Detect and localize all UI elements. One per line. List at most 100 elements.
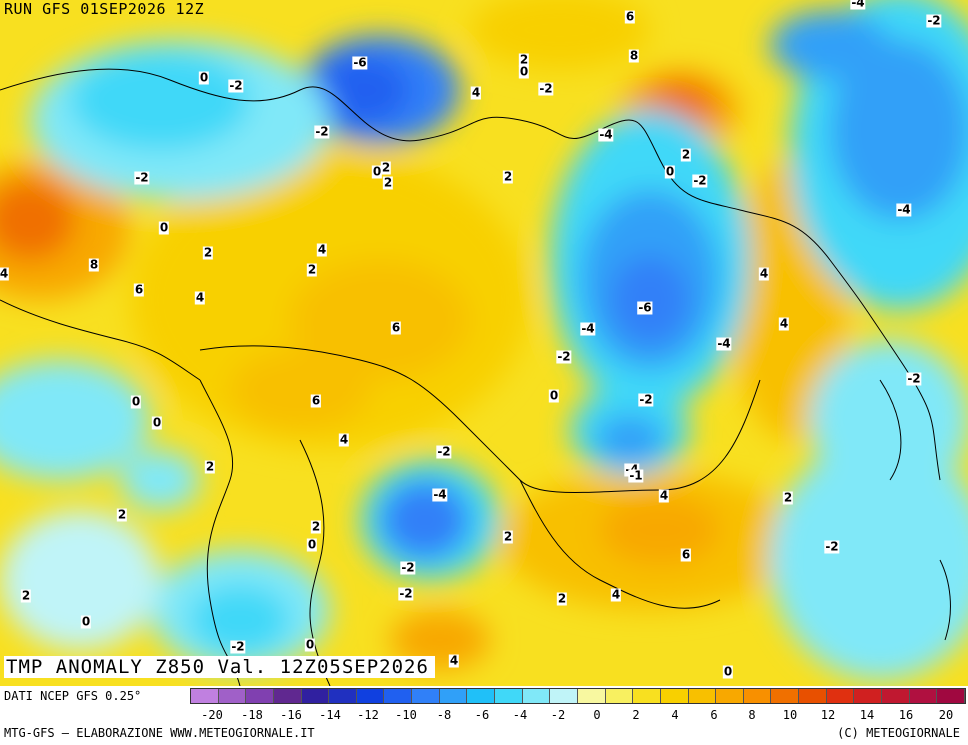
contour-label: 0 [151, 415, 163, 430]
contour-label: 4 [316, 242, 328, 257]
data-source: DATI NCEP GFS 0.25° [4, 689, 142, 703]
contour-label: 2 [680, 147, 692, 162]
scale-swatch [522, 689, 551, 703]
scale-tick-label: -20 [201, 708, 223, 722]
contour-label: 2 [502, 529, 514, 544]
contour-label: 4 [448, 653, 460, 668]
scale-tick-label: -8 [436, 708, 452, 722]
contour-label: -4 [716, 336, 732, 351]
contour-label: 0 [518, 64, 530, 79]
contour-label: 0 [664, 164, 676, 179]
contour-label: 0 [722, 664, 734, 679]
scale-swatch [191, 689, 219, 703]
contour-label: 6 [133, 282, 145, 297]
contour-label: 2 [116, 507, 128, 522]
contour-label: 4 [194, 290, 206, 305]
contour-label: -2 [538, 81, 554, 96]
contour-label: -2 [230, 639, 246, 654]
scale-tick-label: 4 [671, 708, 679, 722]
contour-label: 0 [198, 70, 210, 85]
scale-swatch [412, 689, 440, 703]
contour-label: 2 [782, 490, 794, 505]
scale-swatch [273, 689, 302, 703]
scale-swatch [771, 689, 800, 703]
contour-label: 8 [628, 48, 640, 63]
contour-label: 2 [382, 175, 394, 190]
contour-label: 8 [88, 257, 100, 272]
scale-swatch [439, 689, 468, 703]
contour-label: 0 [130, 394, 142, 409]
scale-swatch [605, 689, 634, 703]
contour-label: -2 [436, 444, 452, 459]
scale-swatch [799, 689, 827, 703]
contour-label: 0 [158, 220, 170, 235]
contour-label: -4 [432, 487, 448, 502]
contour-label: -4 [850, 0, 866, 10]
contour-label: 0 [80, 614, 92, 629]
scale-tick-label: -12 [357, 708, 379, 722]
footer: DATI NCEP GFS 0.25° -20 -18 -16 -14 -12 -10 -8… [0, 686, 968, 745]
contour-label: -6 [352, 55, 368, 70]
scale-tick-label: -2 [550, 708, 566, 722]
contour-label: 4 [658, 488, 670, 503]
contour-label: 0 [371, 164, 383, 179]
scale-swatch [854, 689, 883, 703]
scale-tick-label: 8 [748, 708, 756, 722]
scale-swatch [329, 689, 357, 703]
scale-swatch [909, 689, 938, 703]
scale-tick-label: -6 [474, 708, 490, 722]
contour-label: -4 [896, 202, 912, 217]
map-canvas [0, 0, 968, 686]
scale-swatch [218, 689, 247, 703]
contour-label: 4 [758, 266, 770, 281]
contour-label: 6 [680, 547, 692, 562]
contour-label: 2 [518, 52, 530, 67]
contour-label: -2 [134, 170, 150, 185]
scale-tick-label: -4 [512, 708, 528, 722]
scale-swatch [577, 689, 606, 703]
contour-label: -2 [824, 539, 840, 554]
scale-swatch [550, 689, 578, 703]
contour-label: 2 [306, 262, 318, 277]
contour-label: -2 [638, 392, 654, 407]
contour-label: -2 [556, 349, 572, 364]
contour-label: -2 [692, 173, 708, 188]
scale-ticks: -20 -18 -16 -14 -12 -10 -8 -6 -4 -2 0 2 4 6 8 10 12 14 16 2… [190, 708, 966, 724]
contour-label: 2 [556, 591, 568, 606]
scale-tick-label: -14 [319, 708, 341, 722]
contour-label: 6 [624, 9, 636, 24]
scale-swatch [937, 689, 965, 703]
contour-label: 4 [610, 587, 622, 602]
scale-swatch [716, 689, 744, 703]
copyright-text: (C) METEOGIORNALE [837, 726, 960, 740]
contour-label: 6 [310, 393, 322, 408]
scale-swatch [301, 689, 330, 703]
scale-tick-label: 6 [710, 708, 718, 722]
contour-label: 0 [306, 537, 318, 552]
anomaly-map [0, 0, 968, 686]
contour-label: -2 [906, 371, 922, 386]
contour-label: 4 [0, 266, 10, 281]
contour-label: -2 [400, 560, 416, 575]
scale-tick-label: -10 [395, 708, 417, 722]
contour-label: 4 [470, 85, 482, 100]
contour-label: 2 [502, 169, 514, 184]
contour-label: -4 [580, 321, 596, 336]
boundary-lines [0, 68, 951, 686]
scale-tick-label: 14 [859, 708, 875, 722]
scale-swatch [743, 689, 772, 703]
contour-label: 2 [204, 459, 216, 474]
scale-swatch [633, 689, 661, 703]
color-scale [190, 688, 966, 704]
run-label: RUN GFS 01SEP2026 12Z [4, 0, 205, 18]
contour-label: -2 [314, 124, 330, 139]
scale-tick-label: -16 [280, 708, 302, 722]
contour-label: 0 [304, 637, 316, 652]
scale-swatch [246, 689, 274, 703]
contour-label: 0 [548, 388, 560, 403]
contour-label: 6 [390, 320, 402, 335]
scale-swatch [826, 689, 855, 703]
scale-tick-label: 20 [938, 708, 954, 722]
scale-swatch [467, 689, 496, 703]
scale-tick-label: 16 [898, 708, 914, 722]
